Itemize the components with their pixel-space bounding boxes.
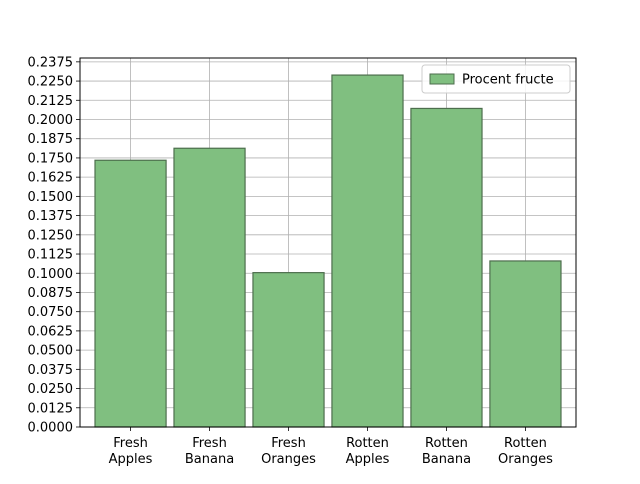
bar: [173, 147, 246, 428]
y-tick-label: 0.1250: [28, 228, 74, 243]
x-tick-label: Banana: [422, 452, 471, 467]
y-tick-label: 0.0750: [28, 305, 74, 320]
x-tick-label: Rotten: [504, 436, 547, 451]
y-tick-label: 0.0875: [28, 286, 74, 301]
legend-swatch: [429, 73, 455, 85]
x-tick-label: Rotten: [425, 436, 468, 451]
x-tick-label: Apples: [109, 452, 153, 467]
y-tick-label: 0.0250: [28, 382, 74, 397]
y-tick-label: 0.2000: [28, 113, 74, 128]
bar: [331, 74, 404, 428]
x-tick-label: Rotten: [346, 436, 389, 451]
y-tick-label: 0.1125: [28, 248, 74, 263]
bar: [252, 272, 325, 428]
legend: Procent fructe: [421, 64, 571, 94]
y-tick-label: 0.0000: [28, 421, 74, 436]
x-tick-label: Fresh: [271, 436, 306, 451]
y-tick-label: 0.1625: [28, 171, 74, 186]
axis-layer: 0.0000 0.0125 0.0250 0.0375 0.0500 0.0625 0.07…: [28, 55, 577, 467]
bar: [489, 260, 562, 428]
y-tick-label: 0.1000: [28, 267, 74, 282]
x-tick-label: Oranges: [498, 452, 553, 467]
plot-frame: [79, 57, 577, 428]
y-tick-label: 0.2375: [28, 55, 74, 70]
y-tick-label: 0.2250: [28, 75, 74, 90]
y-tick-label: 0.0500: [28, 344, 74, 359]
y-tick-label: 0.1500: [28, 190, 74, 205]
bar: [94, 159, 167, 428]
x-tick-label: Fresh: [192, 436, 227, 451]
y-tick-label: 0.2125: [28, 94, 74, 109]
y-tick-label: 0.0125: [28, 401, 74, 416]
x-tick-label: Fresh: [113, 436, 148, 451]
legend-label: Procent fructe: [462, 73, 554, 88]
y-tick-label: 0.0375: [28, 363, 74, 378]
y-tick-label: 0.1875: [28, 132, 74, 147]
y-tick-label: 0.0625: [28, 324, 74, 339]
bar: [410, 107, 483, 428]
y-tick-label: 0.1375: [28, 209, 74, 224]
bar-layer: [94, 74, 562, 428]
x-tick-label: Oranges: [261, 452, 316, 467]
x-tick-label: Apples: [346, 452, 390, 467]
legend-box: [421, 64, 571, 94]
y-tick-label: 0.1750: [28, 151, 74, 166]
x-tick-label: Banana: [185, 452, 234, 467]
